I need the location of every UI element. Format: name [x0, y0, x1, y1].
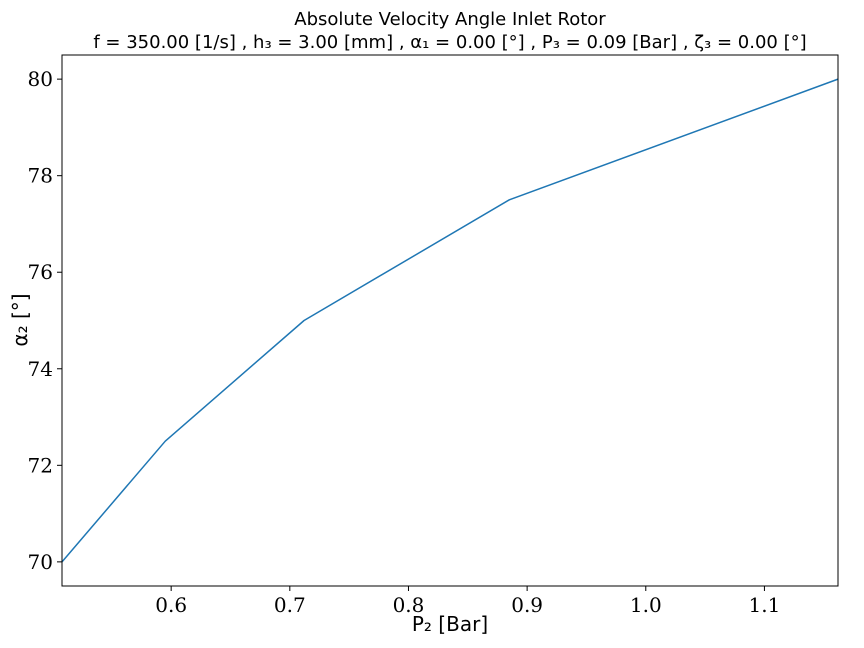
x-axis: 0.6 0.7 0.8 0.9 1.0 1.1 — [155, 586, 780, 617]
x-tick-label: 0.6 — [155, 593, 187, 617]
x-tick-label: 0.8 — [393, 593, 425, 617]
y-tick-label: 72 — [28, 453, 53, 477]
y-tick-label: 74 — [28, 357, 53, 381]
x-tick-label: 1.0 — [630, 593, 662, 617]
y-tick-label: 80 — [28, 67, 53, 91]
y-tick-label: 70 — [28, 550, 53, 574]
x-tick-label: 1.1 — [749, 593, 781, 617]
series-line-0 — [61, 78, 839, 563]
y-tick-label: 78 — [28, 164, 53, 188]
y-tick-label: 76 — [28, 260, 53, 284]
x-tick-label: 0.9 — [511, 593, 543, 617]
y-axis: 70 72 74 76 78 80 — [28, 67, 62, 574]
chart-subtitle: f = 350.00 [1/s] , h₃ = 3.00 [mm] , α₁ =… — [93, 32, 806, 53]
plot-frame — [61, 54, 839, 587]
chart-title: Absolute Velocity Angle Inlet Rotor — [294, 9, 606, 30]
plot-area — [61, 78, 839, 563]
y-axis-label: α₂ [°] — [8, 293, 32, 346]
x-tick-label: 0.7 — [274, 593, 306, 617]
x-axis-label: P₂ [Bar] — [412, 612, 488, 636]
